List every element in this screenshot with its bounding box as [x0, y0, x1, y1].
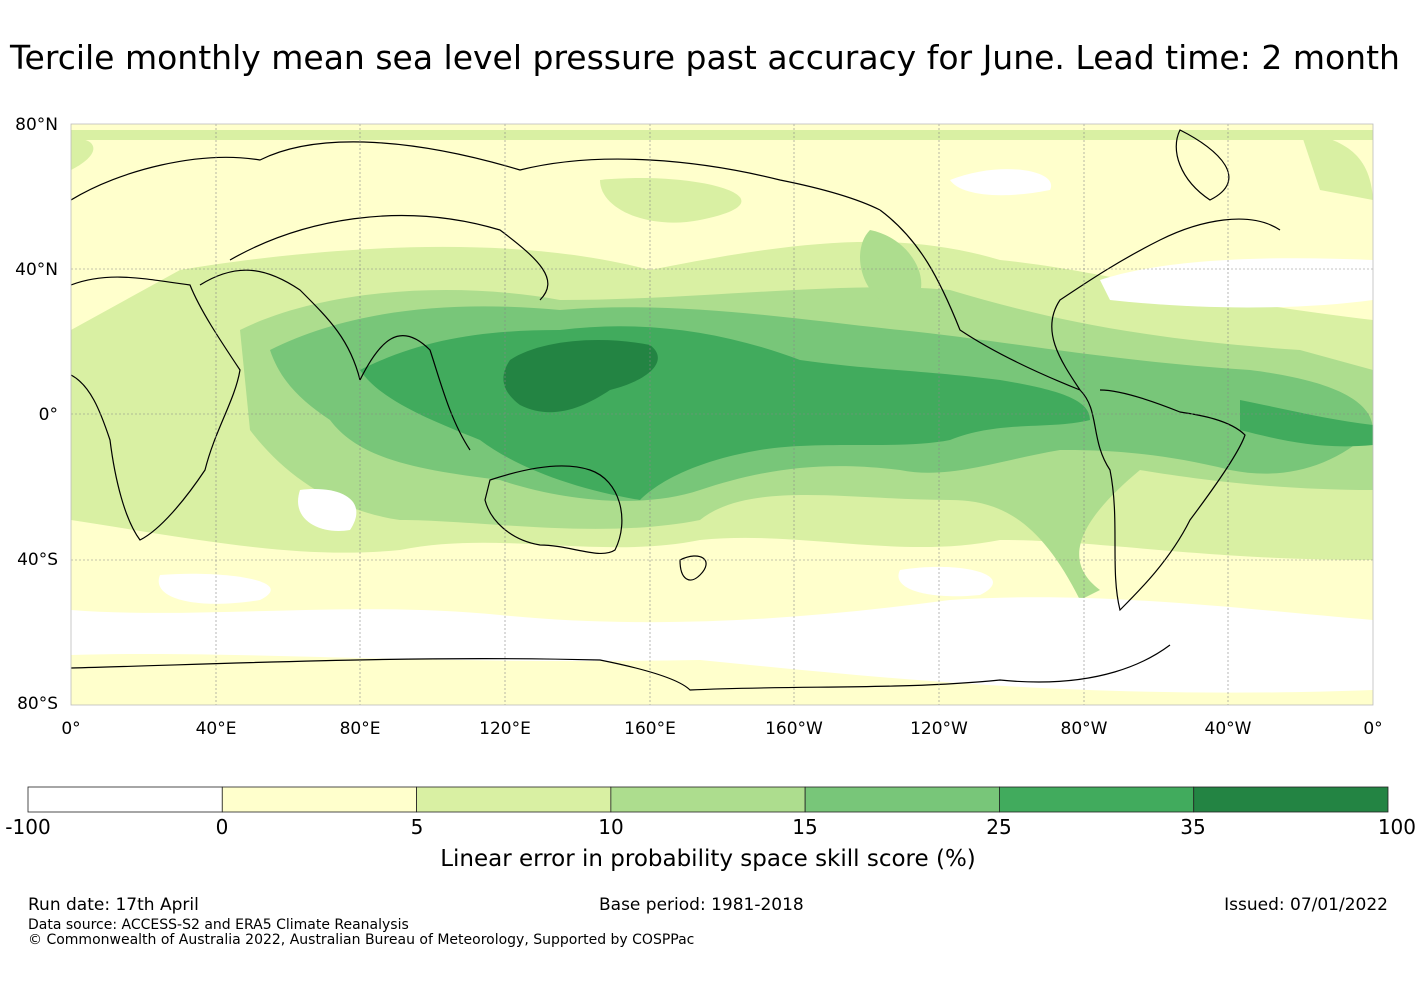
lon-label-0-right: 0°	[1363, 719, 1383, 739]
colorbar-tick-label: 100	[1377, 815, 1416, 839]
run-date: Run date: 17th April	[28, 895, 199, 915]
field-band-35-100	[503, 340, 658, 413]
colorbar-tick-label: -100	[5, 815, 51, 839]
colorbar-tick-label: 25	[986, 815, 1012, 839]
colorbar-segment	[804, 786, 1000, 813]
colorbar	[27, 786, 1389, 813]
lat-label-80s: 80°S	[17, 694, 58, 714]
skill-field	[71, 124, 1373, 705]
colorbar-title: Linear error in probability space skill …	[440, 846, 976, 872]
lon-label-120e: 120°E	[479, 719, 531, 739]
lon-label-80w: 80°W	[1060, 719, 1108, 739]
colorbar-segment	[416, 786, 612, 813]
copyright: © Commonwealth of Australia 2022, Austra…	[28, 932, 695, 948]
lat-label-40n: 40°N	[15, 260, 58, 280]
lon-label-120w: 120°W	[910, 719, 968, 739]
colorbar-tick-label: 15	[792, 815, 818, 839]
colorbar-tick-label: 10	[598, 815, 624, 839]
issued-date: Issued: 07/01/2022	[1224, 895, 1388, 915]
gridlines	[71, 124, 1373, 705]
lat-label-equator: 0°	[38, 405, 58, 425]
colorbar-segment	[999, 786, 1195, 813]
lon-label-40w: 40°W	[1204, 719, 1252, 739]
colorbar-segment	[1193, 786, 1389, 813]
colorbar-segment	[610, 786, 806, 813]
lon-label-0-left: 0°	[61, 719, 81, 739]
colorbar-segment	[221, 786, 417, 813]
colorbar-tick-label: 5	[410, 815, 424, 839]
field-antarctic-yellow	[71, 653, 1373, 705]
base-period: Base period: 1981-2018	[599, 895, 804, 915]
coastlines	[71, 129, 1281, 691]
colorbar-tick-label: 35	[1180, 815, 1206, 839]
lon-label-80e: 80°E	[339, 719, 381, 739]
lon-label-160e: 160°E	[624, 719, 676, 739]
lat-label-80n: 80°N	[15, 115, 58, 135]
lon-label-160w: 160°W	[765, 719, 823, 739]
lon-label-40e: 40°E	[195, 719, 237, 739]
chart-title: Tercile monthly mean sea level pressure …	[10, 38, 1400, 77]
colorbar-segment	[27, 786, 223, 813]
map-frame	[70, 123, 1374, 706]
colorbar-tick-label: 0	[215, 815, 229, 839]
data-source: Data source: ACCESS-S2 and ERA5 Climate …	[28, 917, 409, 933]
lat-label-40s: 40°S	[17, 550, 58, 570]
